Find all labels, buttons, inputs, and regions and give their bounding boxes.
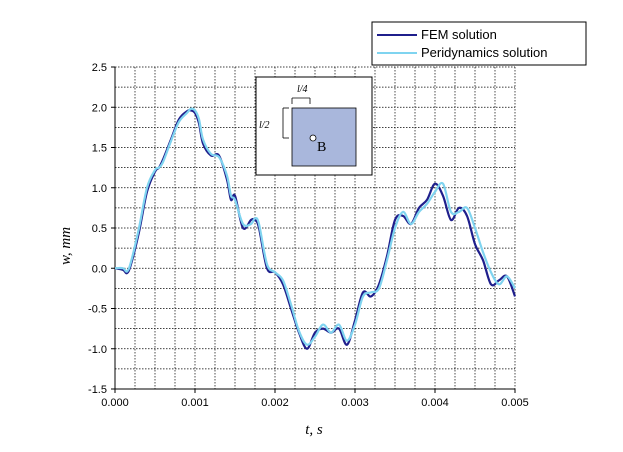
series-line-peridynamics — [114, 107, 516, 346]
x-tick-label: 0.001 — [181, 397, 209, 409]
y-tick-label: -1.5 — [88, 384, 107, 396]
inset-point-b — [309, 134, 317, 142]
inset-label-l2: l/2 — [259, 120, 270, 131]
x-tick-label: 0.003 — [341, 397, 369, 409]
legend-label-peridynamics: Peridynamics solution — [421, 45, 547, 60]
y-tick-label: 0.5 — [92, 223, 107, 235]
y-tick-label: 1.5 — [92, 143, 107, 155]
legend-label-fem: FEM solution — [421, 27, 497, 42]
y-tick-label: 2.0 — [92, 102, 107, 114]
legend: FEM solution Peridynamics solution — [371, 21, 587, 66]
y-tick-label: -1.0 — [88, 344, 107, 356]
x-axis-title: t, s — [305, 422, 323, 438]
y-tick-label: 0.0 — [92, 263, 107, 275]
y-tick-label: 2.5 — [92, 62, 107, 74]
y-axis-title: w, mm — [58, 227, 74, 265]
legend-box — [371, 21, 587, 66]
x-tick-label: 0.002 — [261, 397, 289, 409]
y-tick-label: -0.5 — [88, 304, 107, 316]
inset-label-l4: l/4 — [297, 84, 308, 95]
x-tick-label: 0.004 — [421, 397, 449, 409]
inset-label-b: B — [317, 140, 326, 155]
x-tick-label: 0.005 — [501, 397, 529, 409]
x-tick-label: 0.000 — [101, 397, 129, 409]
ticks: 0.000 0.001 0.002 0.003 0.004 0.005 2.5 2.0 1.5 1… — [88, 62, 529, 409]
y-tick-label: 1.0 — [92, 183, 107, 195]
grid — [114, 66, 516, 390]
inset-plate — [291, 107, 357, 167]
inset-diagram: l/4 l/2 B — [255, 76, 373, 176]
series-group — [114, 107, 517, 350]
